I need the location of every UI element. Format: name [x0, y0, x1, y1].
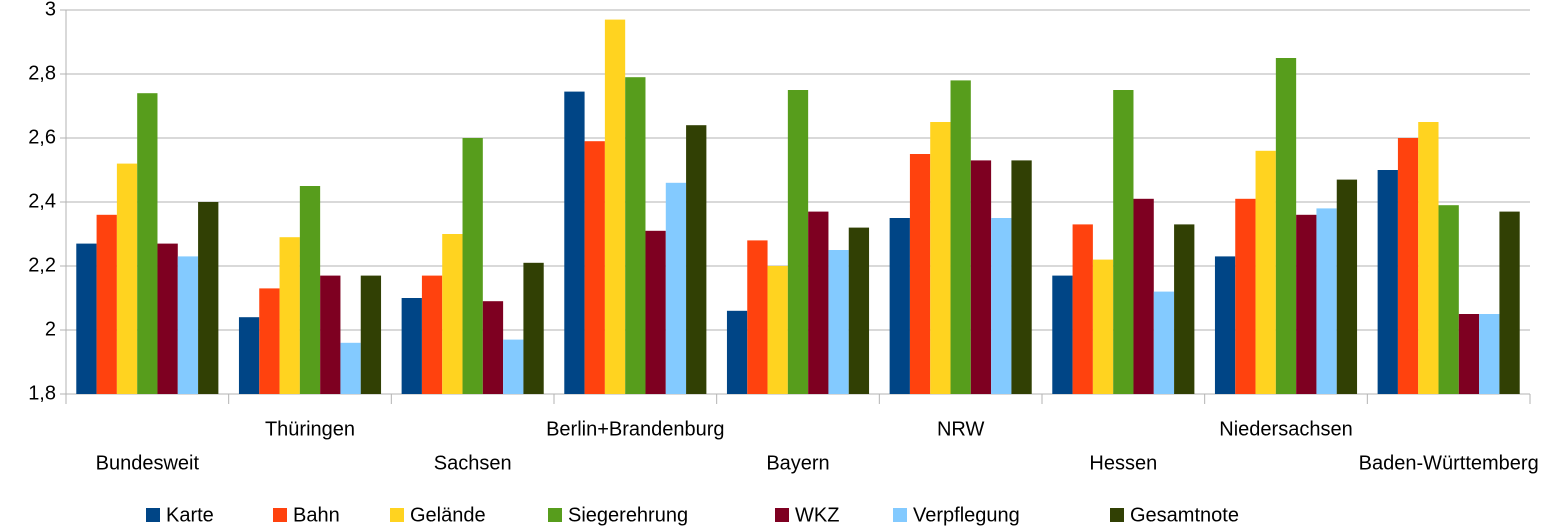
- x-tick-label: NRW: [937, 418, 985, 440]
- x-tick-label: Sachsen: [434, 452, 512, 474]
- bar: [930, 122, 951, 394]
- bar: [1072, 224, 1093, 394]
- bar: [1153, 291, 1175, 394]
- x-tick-label: Thüringen: [265, 418, 355, 440]
- bar: [909, 154, 931, 394]
- bar: [604, 19, 626, 394]
- bar: [1275, 58, 1297, 394]
- bar: [848, 227, 870, 394]
- bar: [1438, 205, 1459, 394]
- x-tick-label: Bundesweit: [96, 452, 200, 474]
- bar: [950, 80, 971, 395]
- bar: [177, 256, 199, 394]
- legend-label: Siegerehrung: [568, 504, 688, 526]
- legend-swatch: [1110, 508, 1124, 522]
- bar: [665, 182, 687, 394]
- bar: [96, 214, 117, 394]
- bar: [320, 275, 341, 394]
- bar: [360, 275, 382, 394]
- bar: [1214, 256, 1236, 394]
- bar: [1336, 179, 1358, 394]
- bar: [1479, 314, 1500, 394]
- legend-label: Verpflegung: [913, 504, 1020, 526]
- bar: [747, 240, 768, 394]
- bar: [442, 234, 463, 394]
- x-tick-label: Bayern: [766, 452, 829, 474]
- bar: [523, 262, 544, 394]
- bar: [1255, 150, 1276, 394]
- bar: [787, 90, 809, 394]
- bar: [1499, 211, 1520, 394]
- y-tick-label: 2,4: [28, 190, 56, 212]
- bar: [1397, 138, 1419, 394]
- bar: [1174, 224, 1195, 394]
- bar: [645, 230, 666, 394]
- legend-label: Karte: [166, 504, 214, 526]
- bar: [462, 138, 483, 394]
- y-tick-label: 2: [45, 318, 56, 340]
- bar: [625, 77, 646, 394]
- legend-swatch: [893, 508, 907, 522]
- bar: [1133, 198, 1154, 394]
- bar: [1052, 275, 1073, 394]
- legend-swatch: [146, 508, 160, 522]
- bar: [1011, 160, 1032, 394]
- legend-label: Bahn: [293, 504, 340, 526]
- bar: [259, 288, 280, 394]
- bar: [421, 275, 443, 394]
- bar: [889, 218, 910, 394]
- bar: [1377, 170, 1398, 394]
- bar: [340, 342, 361, 394]
- y-tick-label: 1,8: [28, 382, 56, 404]
- bar: [1458, 314, 1480, 394]
- bar: [1113, 90, 1134, 394]
- bar: [584, 141, 605, 394]
- legend-swatch: [273, 508, 287, 522]
- bar: [564, 91, 585, 394]
- legend-label: WKZ: [795, 504, 839, 526]
- bar: [1418, 122, 1439, 394]
- bar: [279, 237, 300, 394]
- bar: [991, 218, 1012, 394]
- bar: [116, 163, 138, 394]
- bar: [1316, 208, 1337, 394]
- bar: [828, 250, 849, 394]
- bar: [686, 125, 707, 394]
- legend-swatch: [548, 508, 562, 522]
- bar: [970, 160, 992, 394]
- x-tick-label: Niedersachsen: [1219, 418, 1352, 440]
- bar: [76, 243, 97, 394]
- bar: [726, 310, 748, 394]
- bar: [198, 202, 219, 394]
- bar: [1296, 214, 1317, 394]
- y-tick-label: 2,8: [28, 62, 56, 84]
- bar: [401, 298, 422, 394]
- legend-label: Gesamtnote: [1130, 504, 1239, 526]
- bar: [137, 93, 158, 394]
- bar: [238, 317, 260, 394]
- bar: [157, 243, 178, 394]
- bar: [808, 211, 829, 394]
- x-tick-label: Hessen: [1089, 452, 1157, 474]
- bar: [767, 266, 788, 394]
- y-tick-label: 2,2: [28, 254, 56, 276]
- x-tick-label: Baden-Württemberg: [1359, 452, 1539, 474]
- legend-label: Gelände: [410, 504, 486, 526]
- y-tick-label: 2,6: [28, 126, 56, 148]
- bar: [1092, 259, 1114, 394]
- bar: [299, 186, 321, 394]
- bar: [503, 339, 524, 394]
- bar: [1235, 198, 1256, 394]
- legend-swatch: [775, 508, 789, 522]
- x-tick-label: Berlin+Brandenburg: [546, 418, 724, 440]
- bar: [482, 301, 504, 394]
- legend-swatch: [390, 508, 404, 522]
- y-tick-label: 3: [45, 0, 56, 20]
